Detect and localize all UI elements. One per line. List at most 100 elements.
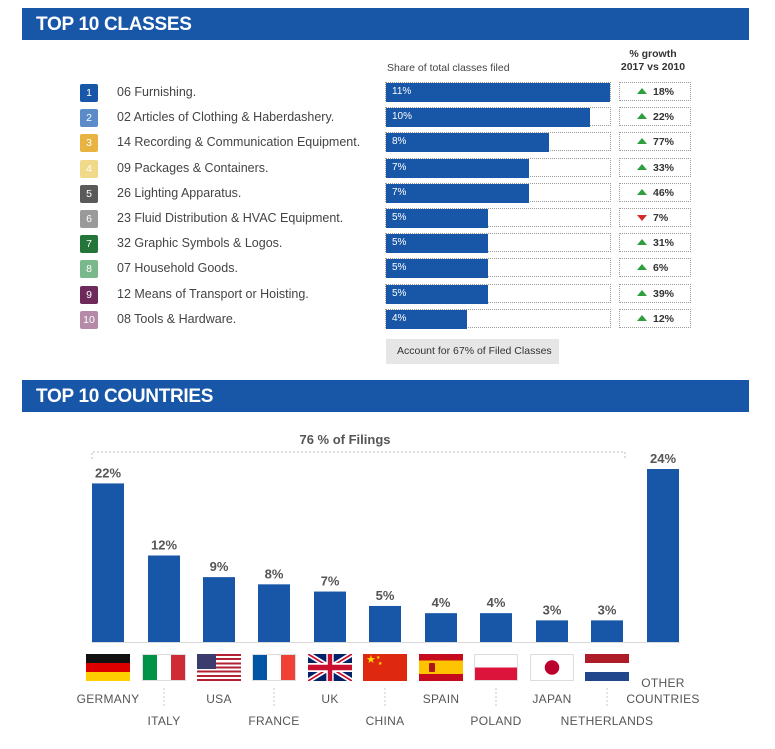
class-row: 6 23 Fluid Distribution & HVAC Equipment.… bbox=[0, 208, 775, 233]
country-bar bbox=[92, 483, 124, 642]
country-value-label: 9% bbox=[210, 559, 229, 574]
growth-value: 22% bbox=[653, 111, 675, 124]
country-label: UK bbox=[321, 692, 339, 706]
country-label: OTHER COUNTRIES bbox=[626, 676, 700, 706]
growth-value: 31% bbox=[653, 237, 675, 250]
class-name: 08 Tools & Hardware. bbox=[117, 311, 237, 326]
country-label: FRANCE bbox=[248, 714, 300, 728]
share-bar-label: 11% bbox=[392, 86, 412, 97]
growth-value: 18% bbox=[653, 86, 675, 98]
arrow-down-icon bbox=[637, 215, 647, 221]
share-bar bbox=[386, 158, 529, 178]
class-rank-badge: 10 bbox=[80, 310, 98, 329]
share-bar-label: 5% bbox=[392, 212, 407, 223]
growth-box bbox=[619, 283, 691, 303]
china-flag-icon: ★ ★ ★ bbox=[363, 654, 407, 681]
class-row: 9 12 Means of Transport or Hoisting. 5% 39% bbox=[0, 283, 775, 309]
growth-box bbox=[619, 82, 691, 101]
arrow-up-icon bbox=[637, 88, 647, 94]
country-bar bbox=[369, 605, 401, 642]
class-name: 07 Household Goods. bbox=[117, 261, 238, 276]
filings-bracket bbox=[91, 451, 626, 459]
classes-section-title: TOP 10 CLASSES bbox=[36, 14, 192, 35]
country-bar bbox=[258, 584, 290, 642]
growth-box bbox=[619, 157, 691, 177]
share-bar-track bbox=[385, 258, 611, 278]
arrow-up-icon bbox=[637, 138, 647, 145]
country-value-label: 12% bbox=[151, 538, 177, 553]
country-label: GERMANY bbox=[76, 692, 140, 706]
country-label: ITALY bbox=[147, 714, 181, 728]
arrow-up-icon bbox=[637, 188, 647, 195]
share-bar-track bbox=[385, 208, 611, 227]
class-rank-badge: 2 bbox=[80, 109, 98, 128]
class-row: 1 06 Furnishing. 11% 18% bbox=[0, 82, 775, 107]
country-bar bbox=[148, 555, 180, 642]
class-name: 02 Articles of Clothing & Haberdashery. bbox=[117, 110, 335, 125]
share-bar-track bbox=[385, 308, 611, 328]
country-bar bbox=[591, 620, 623, 642]
share-bar-label: 7% bbox=[392, 186, 407, 198]
country-value-label: 3% bbox=[543, 602, 562, 617]
class-row: 5 26 Lighting Apparatus. 7% 46% bbox=[0, 182, 775, 208]
classes-note-box: Account for 67% of Filed Classes bbox=[386, 339, 559, 364]
class-rank-badge: 9 bbox=[80, 285, 98, 304]
country-value-label: 5% bbox=[376, 588, 395, 603]
class-rank-badge: 7 bbox=[80, 235, 98, 254]
france-flag-icon bbox=[252, 654, 296, 681]
class-row: 4 09 Packages & Containers. 7% 33% bbox=[0, 157, 775, 183]
growth-box bbox=[619, 132, 691, 152]
class-row: 10 08 Tools & Hardware. 4% 12% bbox=[0, 308, 775, 334]
country-bar bbox=[536, 620, 568, 642]
country-value-label: 22% bbox=[95, 465, 121, 480]
share-bar-label: 5% bbox=[392, 237, 407, 249]
class-row: 8 07 Household Goods. 5% 6% bbox=[0, 258, 775, 283]
country-bar bbox=[314, 591, 346, 642]
country-bar bbox=[647, 469, 679, 642]
growth-box bbox=[619, 107, 691, 127]
growth-box bbox=[619, 308, 691, 328]
class-name: 32 Graphic Symbols & Logos. bbox=[117, 236, 283, 251]
class-row: 7 32 Graphic Symbols & Logos. 5% 31% bbox=[0, 233, 775, 258]
share-column-header: Share of total classes filed bbox=[387, 62, 510, 74]
arrow-up-icon bbox=[637, 163, 647, 170]
country-value-label: 4% bbox=[487, 595, 506, 610]
growth-box bbox=[619, 233, 691, 253]
country-label: POLAND bbox=[470, 714, 522, 728]
growth-header-line1: % growth bbox=[629, 48, 677, 60]
growth-box bbox=[619, 258, 691, 278]
country-label: NETHERLANDS bbox=[560, 714, 654, 728]
growth-value: 6% bbox=[653, 262, 669, 275]
class-rank-badge: 6 bbox=[80, 210, 98, 228]
share-bar bbox=[386, 284, 488, 304]
share-bar-label: 8% bbox=[392, 136, 407, 148]
italy-flag-icon bbox=[142, 654, 186, 681]
country-value-label: 3% bbox=[598, 602, 617, 617]
usa-flag-icon bbox=[197, 654, 241, 681]
country-label: CHINA bbox=[365, 714, 405, 728]
class-name: 26 Lighting Apparatus. bbox=[117, 185, 242, 200]
country-value-label: 8% bbox=[265, 566, 284, 581]
spain-flag-icon bbox=[419, 654, 463, 681]
class-rank-badge: 3 bbox=[80, 134, 98, 153]
share-bar-label: 10% bbox=[392, 111, 413, 123]
arrow-up-icon bbox=[637, 314, 647, 321]
arrow-up-icon bbox=[637, 113, 647, 120]
class-row: 3 14 Recording & Communication Equipment.… bbox=[0, 132, 775, 157]
countries-section-banner: TOP 10 COUNTRIES bbox=[22, 380, 749, 412]
country-label: USA bbox=[206, 692, 232, 706]
class-name: 06 Furnishing. bbox=[117, 85, 197, 99]
share-bar bbox=[386, 83, 610, 102]
country-label: SPAIN bbox=[422, 692, 460, 706]
country-value-label: 7% bbox=[321, 574, 340, 589]
growth-header-line2: 2017 vs 2010 bbox=[620, 61, 686, 73]
share-bar bbox=[386, 183, 529, 203]
classes-note-text: Account for 67% of Filed Classes bbox=[397, 345, 552, 357]
arrow-up-icon bbox=[637, 264, 647, 271]
japan-flag-icon bbox=[530, 654, 574, 681]
country-bar bbox=[480, 613, 512, 642]
countries-section-title: TOP 10 COUNTRIES bbox=[36, 386, 214, 407]
growth-value: 77% bbox=[653, 136, 675, 149]
growth-value: 39% bbox=[653, 287, 675, 300]
